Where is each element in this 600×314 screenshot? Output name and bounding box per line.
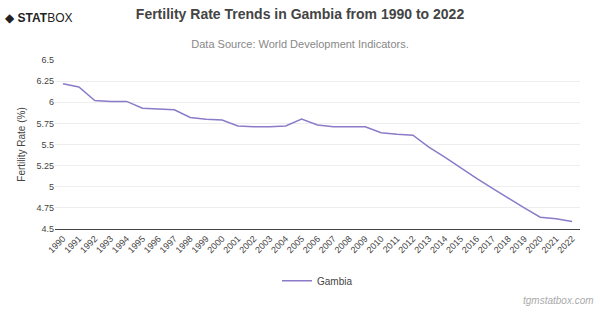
svg-text:1994: 1994: [110, 234, 131, 255]
svg-text:2012: 2012: [396, 234, 417, 255]
svg-text:◆ STATBOX: ◆ STATBOX: [5, 11, 72, 25]
svg-text:2022: 2022: [555, 234, 576, 255]
svg-text:1996: 1996: [142, 234, 163, 255]
svg-text:Fertility Rate Trends in Gambi: Fertility Rate Trends in Gambia from 199…: [136, 6, 465, 22]
svg-text:2003: 2003: [253, 234, 274, 255]
svg-text:2018: 2018: [492, 234, 513, 255]
svg-text:2020: 2020: [524, 234, 545, 255]
svg-text:2009: 2009: [349, 234, 370, 255]
svg-text:1991: 1991: [62, 234, 83, 255]
svg-text:5.75: 5.75: [36, 119, 54, 129]
svg-text:6: 6: [49, 97, 54, 107]
svg-text:2015: 2015: [444, 234, 465, 255]
svg-text:2019: 2019: [508, 234, 529, 255]
svg-text:Fertility Rate (%): Fertility Rate (%): [16, 107, 27, 181]
svg-text:1995: 1995: [126, 234, 147, 255]
svg-text:4.5: 4.5: [41, 224, 54, 234]
svg-text:1992: 1992: [78, 234, 99, 255]
svg-text:2011: 2011: [381, 234, 402, 255]
svg-text:Gambia: Gambia: [317, 276, 352, 287]
svg-text:1999: 1999: [190, 234, 211, 255]
svg-text:5.5: 5.5: [41, 140, 54, 150]
svg-text:2016: 2016: [460, 234, 481, 255]
svg-text:2021: 2021: [540, 234, 561, 255]
svg-text:6.25: 6.25: [36, 76, 54, 86]
svg-text:2004: 2004: [269, 234, 290, 255]
svg-text:Data Source: World Development: Data Source: World Development Indicator…: [191, 38, 408, 50]
svg-text:1998: 1998: [174, 234, 195, 255]
svg-text:2001: 2001: [221, 234, 242, 255]
svg-text:1997: 1997: [158, 234, 179, 255]
svg-text:2000: 2000: [205, 234, 226, 255]
svg-text:tgmstatbox.com: tgmstatbox.com: [523, 295, 594, 306]
svg-text:2008: 2008: [333, 234, 354, 255]
svg-text:4.75: 4.75: [36, 203, 54, 213]
svg-text:2017: 2017: [476, 234, 497, 255]
svg-text:2014: 2014: [428, 234, 449, 255]
svg-text:2006: 2006: [301, 234, 322, 255]
svg-text:2005: 2005: [285, 234, 306, 255]
svg-text:6.5: 6.5: [41, 55, 54, 65]
svg-text:5.25: 5.25: [36, 161, 54, 171]
svg-text:2010: 2010: [365, 234, 386, 255]
svg-text:1990: 1990: [46, 234, 67, 255]
svg-text:2013: 2013: [412, 234, 433, 255]
svg-text:2002: 2002: [237, 234, 258, 255]
svg-text:2007: 2007: [317, 234, 338, 255]
svg-text:5: 5: [49, 182, 54, 192]
svg-text:1993: 1993: [94, 234, 115, 255]
